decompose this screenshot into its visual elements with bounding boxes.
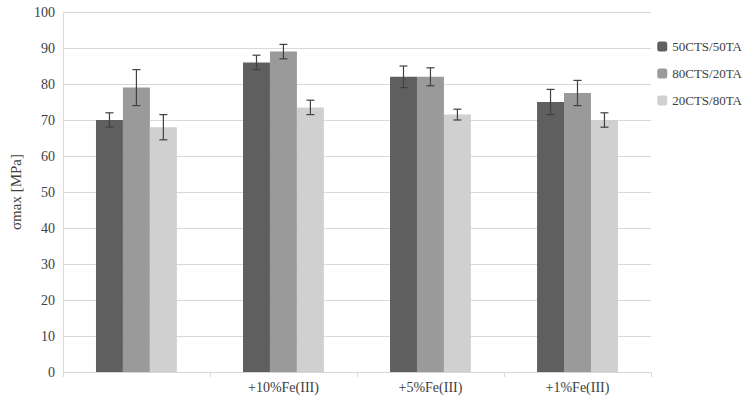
svg-text:100: 100 <box>34 5 55 20</box>
svg-text:0: 0 <box>48 365 55 380</box>
svg-text:+5%Fe(III): +5%Fe(III) <box>399 380 463 396</box>
svg-text:60: 60 <box>41 149 55 164</box>
svg-text:40: 40 <box>41 221 55 236</box>
svg-text:50CTS/50TA: 50CTS/50TA <box>672 39 742 54</box>
svg-text:30: 30 <box>41 257 55 272</box>
svg-text:90: 90 <box>41 41 55 56</box>
svg-text:50: 50 <box>41 185 55 200</box>
svg-text:10: 10 <box>41 329 55 344</box>
svg-text:σmax [MPa]: σmax [MPa] <box>8 154 24 230</box>
svg-text:+10%Fe(III): +10%Fe(III) <box>248 380 319 396</box>
svg-text:20CTS/80TA: 20CTS/80TA <box>672 93 742 108</box>
svg-text:+1%Fe(III): +1%Fe(III) <box>546 380 610 396</box>
svg-text:80CTS/20TA: 80CTS/20TA <box>672 66 742 81</box>
svg-text:20: 20 <box>41 293 55 308</box>
svg-text:80: 80 <box>41 77 55 92</box>
svg-text:70: 70 <box>41 113 55 128</box>
